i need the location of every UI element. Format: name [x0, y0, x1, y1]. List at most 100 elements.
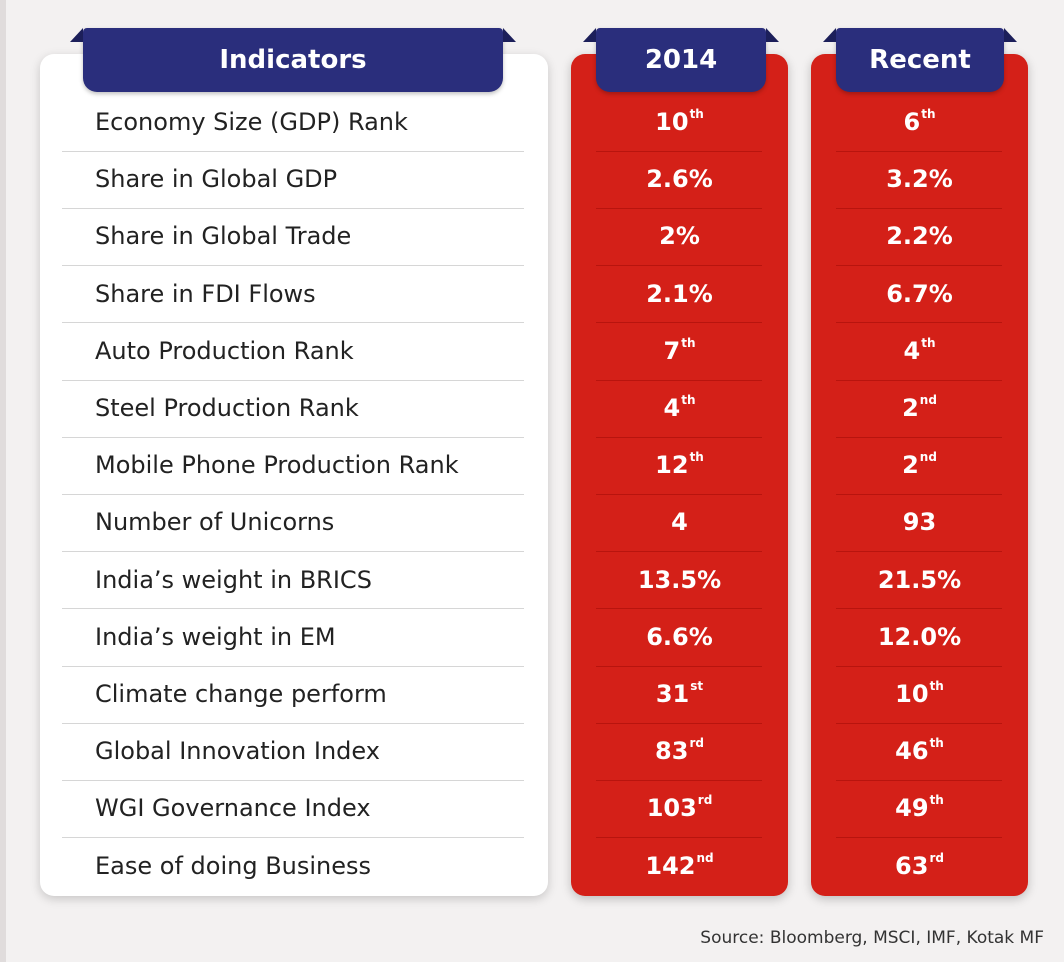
table-row: Auto Production Rank 7th 4th	[0, 323, 1064, 380]
row-divider	[836, 665, 1002, 667]
row-divider	[62, 722, 524, 724]
row-divider	[62, 379, 524, 381]
value-recent: 6.7%	[811, 266, 1028, 323]
indicator-label: Ease of doing Business	[95, 851, 372, 880]
row-divider	[62, 493, 524, 495]
value-2014: 6.6%	[571, 609, 788, 666]
row-divider	[596, 722, 762, 724]
value-recent-number: 46	[895, 737, 929, 766]
value-recent-number: 6.7%	[886, 279, 953, 308]
table-row: Climate change perform 31st 10th	[0, 666, 1064, 723]
row-divider	[836, 493, 1002, 495]
table-row: Ease of doing Business 142nd 63rd	[0, 838, 1064, 895]
value-recent-ordinal-suffix: th	[921, 107, 936, 121]
value-2014: 2.6%	[571, 151, 788, 208]
table-row: India’s weight in EM 6.6% 12.0%	[0, 609, 1064, 666]
indicator-label: Climate change perform	[95, 680, 387, 708]
value-recent: 49th	[811, 780, 1028, 837]
value-2014-number: 31	[655, 680, 690, 708]
table-row: Economy Size (GDP) Rank 10th 6th	[0, 94, 1064, 151]
column-recent	[811, 54, 1028, 896]
row-divider	[836, 150, 1002, 152]
row-divider	[836, 722, 1002, 724]
value-recent-number: 12.0%	[877, 622, 962, 651]
value-2014: 83rd	[571, 723, 788, 780]
value-2014-number: 7	[663, 336, 681, 365]
indicator-label: Share in FDI Flows	[95, 279, 316, 308]
row-divider	[836, 551, 1002, 553]
value-2014-ordinal-suffix: nd	[696, 850, 714, 865]
value-recent-number: 2	[902, 394, 919, 422]
value-recent-number: 10	[895, 680, 929, 708]
value-2014: 2.1%	[571, 266, 788, 323]
value-recent-ordinal-suffix: nd	[919, 450, 937, 465]
left-edge-strip	[0, 0, 6, 962]
value-recent-ordinal-suffix: nd	[919, 393, 937, 407]
value-recent: 46th	[811, 723, 1028, 780]
value-2014-ordinal-suffix: st	[690, 679, 704, 693]
value-recent-ordinal-suffix: rd	[929, 850, 944, 865]
row-divider	[62, 436, 524, 438]
value-recent-ordinal-suffix: th	[929, 793, 944, 808]
row-divider	[596, 493, 762, 495]
table-row: Steel Production Rank 4th 2nd	[0, 380, 1064, 437]
value-recent: 6th	[811, 94, 1028, 151]
value-2014-number: 4	[663, 394, 681, 422]
row-divider	[62, 150, 524, 152]
row-divider	[596, 207, 762, 209]
table-row: Mobile Phone Production Rank 12th 2nd	[0, 437, 1064, 494]
value-recent: 12.0%	[811, 609, 1028, 666]
value-recent: 4th	[811, 323, 1028, 380]
value-2014-number: 2.6%	[646, 165, 713, 194]
row-divider	[596, 665, 762, 667]
indicator-label: WGI Governance Index	[95, 794, 371, 823]
value-2014-ordinal-suffix: th	[681, 335, 696, 350]
row-divider	[62, 207, 524, 209]
value-recent: 63rd	[811, 838, 1028, 895]
value-2014-ordinal-suffix: th	[681, 393, 696, 407]
row-divider	[596, 322, 762, 324]
value-recent: 2.2%	[811, 208, 1028, 265]
value-recent-number: 2.2%	[886, 222, 953, 251]
table-row: Global Innovation Index 83rd 46th	[0, 723, 1064, 780]
table-row: India’s weight in BRICS 13.5% 21.5%	[0, 552, 1064, 609]
value-recent-ordinal-suffix: th	[929, 679, 944, 693]
value-2014: 12th	[571, 437, 788, 494]
value-2014: 142nd	[571, 838, 788, 895]
row-divider	[836, 608, 1002, 610]
value-recent-ordinal-suffix: th	[921, 335, 936, 350]
table-row: Share in Global GDP 2.6% 3.2%	[0, 151, 1064, 208]
value-recent: 2nd	[811, 380, 1028, 437]
indicator-label: Steel Production Rank	[95, 394, 359, 422]
indicator-label: Number of Unicorns	[95, 508, 335, 537]
value-2014-number: 10	[655, 108, 689, 136]
value-2014: 7th	[571, 323, 788, 380]
value-2014-number: 2%	[659, 222, 700, 251]
value-recent: 93	[811, 494, 1028, 551]
value-2014-number: 12	[655, 451, 689, 480]
row-divider	[596, 779, 762, 781]
row-divider	[836, 837, 1002, 839]
indicator-label: India’s weight in BRICS	[95, 565, 372, 594]
indicator-label: Global Innovation Index	[95, 737, 380, 766]
value-recent-number: 49	[895, 794, 929, 823]
value-2014-ordinal-suffix: rd	[697, 793, 713, 808]
value-2014-ordinal-suffix: rd	[689, 736, 704, 751]
value-2014-number: 103	[646, 794, 697, 823]
row-divider	[836, 779, 1002, 781]
value-recent-number: 63	[895, 851, 929, 880]
header-recent: Recent	[823, 28, 1017, 92]
row-divider	[836, 322, 1002, 324]
value-2014: 4	[571, 494, 788, 551]
value-recent-number: 4	[903, 336, 921, 365]
row-divider	[62, 837, 524, 839]
value-2014: 4th	[571, 380, 788, 437]
row-divider	[62, 608, 524, 610]
value-recent-number: 6	[903, 108, 921, 136]
row-divider	[596, 551, 762, 553]
row-divider	[836, 265, 1002, 267]
value-recent: 3.2%	[811, 151, 1028, 208]
row-divider	[596, 379, 762, 381]
table-row: Share in Global Trade 2% 2.2%	[0, 208, 1064, 265]
row-divider	[836, 379, 1002, 381]
